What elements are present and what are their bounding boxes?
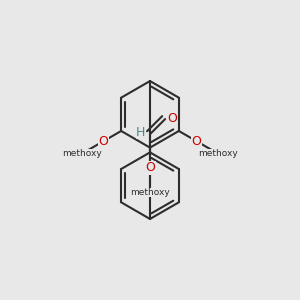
- Text: methoxy: methoxy: [62, 149, 102, 158]
- Text: methoxy: methoxy: [198, 149, 238, 158]
- Text: O: O: [99, 135, 109, 148]
- Text: O: O: [145, 161, 155, 174]
- Text: O: O: [191, 135, 201, 148]
- Text: O: O: [167, 112, 177, 125]
- Text: H: H: [136, 126, 145, 139]
- Text: methoxy: methoxy: [130, 188, 170, 197]
